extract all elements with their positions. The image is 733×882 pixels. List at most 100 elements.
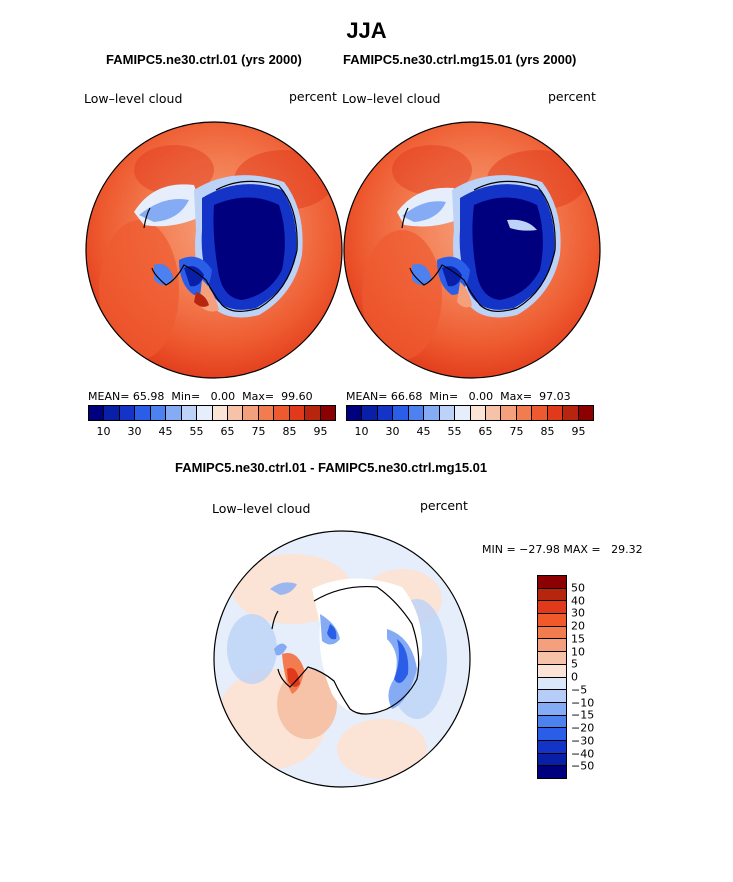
panel-1-min-value: 0.00 [210,390,236,403]
colorbar-1-swatch [166,406,182,420]
panel-1-mean-label: MEAN= [88,390,130,403]
colorbar-1-swatch [197,406,213,420]
colorbar-2-swatch [393,406,409,420]
panel-2-max-value: 97.03 [539,390,571,403]
colorbar-1-swatch [104,406,120,420]
panel-2-title: FAMIPC5.ne30.ctrl.mg15.01 (yrs 2000) [343,52,577,67]
colorbar-3-swatch [538,626,566,640]
colorbar-2-swatch [455,406,471,420]
colorbar-3-swatch [538,588,566,602]
panel-2-mean-label: MEAN= [346,390,388,403]
colorbar-1-tick-label: 55 [189,425,204,438]
colorbar-2-swatch [408,406,425,420]
colorbar-3-swatch [538,664,566,678]
colorbar-3-swatch [538,728,566,741]
colorbar-3-swatch [538,601,566,615]
colorbar-1-swatch [212,406,228,420]
colorbar-3-tick-label: −15 [571,708,595,722]
colorbar-2-swatch [501,406,517,420]
colorbar-1-swatch [243,406,259,420]
colorbar-1-swatch [227,406,244,420]
colorbar-1-swatch [181,406,198,420]
colorbar-3-tick-label: −40 [571,747,595,760]
colorbar-1-swatch [150,406,167,420]
colorbar-3-swatch [538,702,566,716]
panel-1-title: FAMIPC5.ne30.ctrl.01 (yrs 2000) [106,52,302,67]
colorbar-2-swatch [362,406,378,420]
colorbar-1-tick-label: 10 [96,425,111,438]
panel-2-min-value: 0.00 [468,390,494,403]
colorbar-3-tick-label: 5 [571,657,578,671]
colorbar-3-swatch [538,715,566,729]
colorbar-1-swatch [89,406,105,420]
panel-2-mean-value: 66.68 [390,390,423,403]
colorbar-2-swatch [347,406,363,420]
colorbar-3-tick-label: −20 [571,721,595,735]
panel-1-max-label: Max= [242,390,275,403]
colorbar-2-tick-label: 55 [447,425,462,438]
colorbar-1-swatch [289,406,306,420]
colorbar-1-swatch [274,406,290,420]
colorbar-1-swatch [258,406,275,420]
colorbar-2-tick-label: 10 [354,425,369,438]
colorbar-3-tick-label: 50 [571,581,585,595]
colorbar-3-swatch [538,766,566,778]
panel-2-min-label: Min= [429,390,459,403]
colorbar-1-swatch [305,406,321,420]
panel-2-stats: MEAN= 66.68 Min= 0.00 Max= 97.03 [346,390,571,403]
colorbar-3-swatch [538,740,566,754]
colorbar-3-tick-label: 40 [571,594,585,607]
panel-1-variable-label: Low–level cloud [84,91,183,106]
colorbar-3-tick-label: 0 [571,670,578,684]
colorbar-3-swatch [538,614,566,627]
colorbar-1-tick-label: 30 [127,425,142,438]
panel-2-max-label: Max= [500,390,533,403]
colorbar-2-swatch [532,406,548,420]
panel-3-minmax: MIN = −27.98 MAX = 29.32 [482,543,643,556]
panel-1-colorbar [88,405,336,421]
colorbar-1-tick-label: 85 [282,425,297,438]
colorbar-2-tick-label: 75 [509,425,524,438]
colorbar-3-tick-label: −50 [571,759,595,773]
colorbar-2-swatch [377,406,394,420]
colorbar-2-swatch [578,406,593,420]
panel-1-stats: MEAN= 65.98 Min= 0.00 Max= 99.60 [88,390,313,403]
colorbar-2-swatch [424,406,440,420]
colorbar-1-tick-label: 75 [251,425,266,438]
colorbar-2-tick-label: 85 [540,425,555,438]
panel-1-mean-value: 65.98 [132,390,165,403]
panel-3-variable-label: Low–level cloud [212,501,311,516]
panel-3-units-label: percent [420,498,468,513]
colorbar-3-tick-label: 30 [571,606,585,620]
colorbar-3-tick-label: −5 [571,683,588,697]
colorbar-2-swatch [516,406,533,420]
colorbar-1-tick-label: 45 [158,425,173,438]
colorbar-3-tick-label: −10 [571,696,595,709]
colorbar-1-tick-label: 65 [220,425,235,438]
colorbar-2-swatch [470,406,486,420]
colorbar-3-swatch [538,690,566,703]
colorbar-3-swatch [538,639,566,653]
panel-3-polar-map [213,530,471,788]
panel-2-polar-map [343,121,601,379]
colorbar-3-tick-label: −30 [571,734,595,748]
colorbar-3-swatch [538,753,566,767]
colorbar-2-swatch [485,406,502,420]
colorbar-1-swatch [119,406,136,420]
colorbar-3-tick-label: 15 [571,632,585,646]
panel-2-units-label: percent [548,89,596,104]
panel-3-title: FAMIPC5.ne30.ctrl.01 - FAMIPC5.ne30.ctrl… [175,460,488,475]
colorbar-2-swatch [547,406,564,420]
colorbar-2-tick-label: 65 [478,425,493,438]
colorbar-1-tick-label: 95 [313,425,328,438]
colorbar-3-swatch [538,652,566,665]
panel-1-max-value: 99.60 [281,390,313,403]
colorbar-3-tick-label: 10 [571,645,585,658]
panel-2-variable-label: Low–level cloud [342,91,441,106]
colorbar-1-swatch [135,406,151,420]
panel-1-units-label: percent [289,89,337,104]
colorbar-2-tick-label: 95 [571,425,586,438]
panel-1-min-label: Min= [171,390,201,403]
colorbar-2-tick-label: 30 [385,425,400,438]
colorbar-1-swatch [320,406,335,420]
